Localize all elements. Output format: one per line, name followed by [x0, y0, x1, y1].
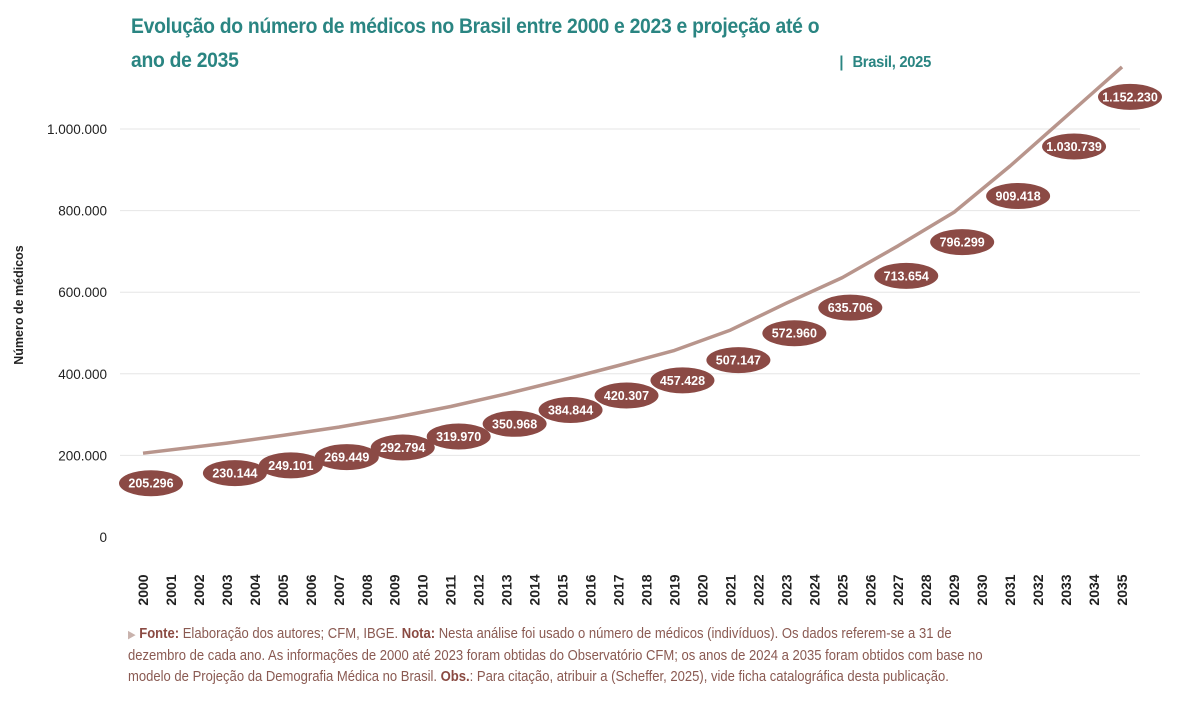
chart-title: Evolução do número de médicos no Brasil …: [131, 10, 931, 80]
fonte-text: Elaboração dos autores; CFM, IBGE.: [179, 626, 402, 642]
series-line: [142, 65, 1124, 455]
y-tick-label: 200.000: [58, 448, 107, 463]
obs-label: Obs.: [440, 669, 470, 685]
data-label-bubble: [874, 262, 939, 289]
x-tick-label: 2016: [583, 574, 599, 605]
x-tick-label: 2002: [191, 574, 207, 605]
x-tick-label: 2000: [135, 574, 151, 605]
data-label-bubble: [706, 347, 771, 374]
x-tick-label: 2027: [890, 574, 906, 605]
data-label-bubble: [119, 470, 183, 497]
data-label: 249.101: [268, 459, 313, 473]
x-tick-label: 2009: [387, 574, 403, 605]
x-tick-label: 2028: [918, 574, 934, 605]
x-tick-label: 2003: [219, 574, 235, 605]
y-tick-label: 400.000: [58, 367, 107, 382]
data-label-bubble: [930, 229, 995, 256]
x-tick-label: 2012: [471, 574, 487, 605]
data-label: 572.960: [772, 327, 817, 341]
x-tick-label: 2008: [359, 574, 375, 605]
title-subtitle: Brasil, 2025: [852, 54, 931, 71]
x-tick-label: 2013: [499, 574, 515, 605]
data-label: 292.794: [380, 441, 425, 455]
data-label-bubble: [258, 452, 323, 479]
data-label: 384.844: [548, 403, 593, 417]
x-tick-label: 2005: [275, 574, 291, 605]
data-label-bubble: [762, 320, 827, 347]
x-tick-label: 2011: [443, 575, 459, 606]
data-label: 1.152.230: [1102, 90, 1158, 104]
x-tick-label: 2006: [303, 574, 319, 605]
y-tick-label: 600.000: [58, 285, 107, 300]
x-tick-label: 2029: [946, 574, 962, 605]
title-main: Evolução do número de médicos no Brasil …: [131, 15, 820, 72]
x-tick-label: 2021: [722, 574, 738, 605]
data-label-bubble: [370, 434, 435, 461]
data-label: 507.147: [716, 354, 761, 368]
data-label-bubble: [482, 410, 547, 437]
data-label-bubble: [314, 444, 379, 471]
data-label: 796.299: [940, 236, 985, 250]
x-tick-label: 2001: [163, 574, 179, 605]
x-tick-label: 2022: [750, 574, 766, 605]
data-label-bubble: [594, 382, 659, 409]
data-label: 269.449: [324, 451, 369, 465]
y-tick-label: 1.000.000: [47, 122, 107, 137]
data-label: 319.970: [436, 430, 481, 444]
data-label-bubble: [1098, 83, 1162, 110]
x-tick-label: 2033: [1058, 574, 1074, 605]
data-label: 230.144: [212, 467, 257, 481]
x-tick-label: 2015: [555, 574, 571, 605]
y-axis-label: Número de médicos: [12, 245, 26, 365]
data-label-bubble: [202, 460, 267, 487]
obs-text: : Para citação, atribuir a (Scheffer, 20…: [469, 669, 949, 685]
data-label: 1.030.739: [1046, 140, 1102, 154]
x-tick-label: 2026: [862, 574, 878, 605]
data-label-bubble: [1042, 133, 1107, 160]
x-tick-label: 2024: [806, 574, 822, 605]
fonte-label: Fonte:: [139, 626, 180, 642]
data-label: 350.968: [492, 417, 537, 431]
data-label: 457.428: [660, 374, 705, 388]
x-tick-label: 2018: [638, 574, 654, 605]
nota-label: Nota:: [401, 626, 436, 642]
x-tick-label: 2030: [974, 574, 990, 605]
x-tick-label: 2017: [611, 574, 627, 605]
data-label-bubble: [986, 182, 1051, 209]
x-tick-label: 2007: [331, 574, 347, 605]
x-tick-label: 2020: [694, 574, 710, 605]
data-label: 420.307: [604, 389, 649, 403]
y-tick-label: 800.000: [58, 204, 107, 219]
nota-text: Nesta análise foi usado o número de médi…: [128, 626, 983, 685]
x-tick-label: 2034: [1086, 574, 1102, 605]
y-tick-label: 0: [99, 530, 107, 545]
data-label: 205.296: [128, 477, 173, 491]
x-tick-label: 2004: [247, 574, 263, 605]
x-tick-label: 2010: [415, 574, 431, 605]
x-tick-label: 2025: [834, 574, 850, 605]
data-label: 635.706: [828, 301, 873, 315]
data-label-bubble: [650, 367, 715, 394]
data-label-bubble: [538, 396, 603, 423]
x-tick-label: 2032: [1030, 574, 1046, 605]
footnote: ▶ Fonte: Elaboração dos autores; CFM, IBG…: [128, 624, 992, 688]
x-tick-label: 2014: [527, 574, 543, 605]
data-label-bubble: [426, 423, 491, 450]
data-label-bubble: [818, 294, 883, 321]
x-tick-label: 2019: [666, 574, 682, 605]
data-label: 713.654: [884, 269, 929, 283]
x-tick-label: 2023: [778, 574, 794, 605]
title-separator: |: [839, 54, 844, 71]
triangle-bullet-icon: ▶: [128, 629, 136, 641]
x-tick-label: 2035: [1114, 574, 1130, 605]
line-chart: 0 200.000 400.000 600.000 800.000 1.000.000 Nú…: [12, 65, 1162, 606]
data-label: 909.418: [996, 189, 1041, 203]
x-tick-label: 2031: [1002, 574, 1018, 605]
